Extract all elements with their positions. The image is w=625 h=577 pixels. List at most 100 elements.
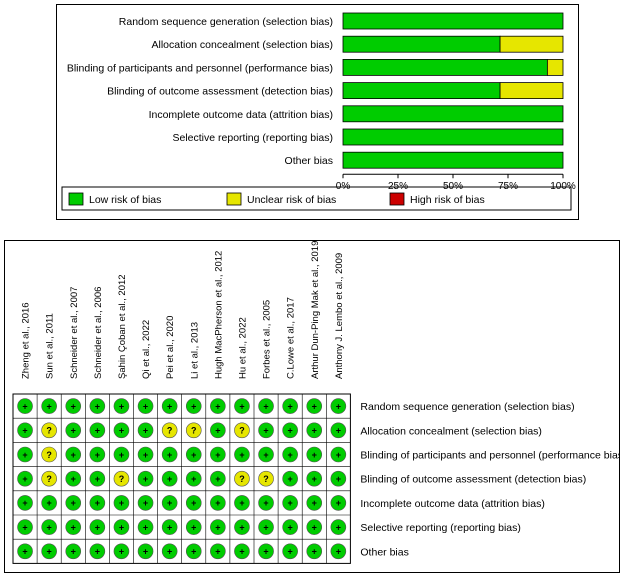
study-label: Zheng et al., 2016	[21, 302, 32, 379]
rating-symbol: +	[22, 498, 27, 508]
risk-of-bias-graph-svg: Random sequence generation (selection bi…	[61, 12, 576, 211]
rating-circle	[258, 470, 274, 487]
rating-circle	[65, 495, 82, 511]
legend: Low risk of bias Unclear risk of bias High…	[61, 186, 572, 211]
rating-symbol: +	[71, 498, 76, 508]
rating-circle	[113, 398, 130, 414]
rating-symbol: +	[167, 547, 172, 557]
rating-symbol: +	[239, 522, 244, 532]
domain-label: Blinding of outcome assessment (detectio…	[360, 474, 586, 486]
rating-circle	[306, 470, 323, 487]
rating-symbol: +	[312, 474, 317, 484]
study-label: Anthony J. Lembo et al., 2009	[334, 253, 345, 379]
rating-circle	[41, 519, 57, 535]
study-label: Qi et al., 2022	[141, 320, 152, 379]
rating-symbol: +	[215, 547, 220, 557]
rating-symbol: +	[167, 474, 172, 484]
rating-symbol: ?	[239, 426, 245, 436]
rating-circle	[137, 543, 154, 560]
rating-circle	[330, 422, 347, 439]
rating-circle	[185, 543, 202, 560]
rating-circle	[210, 495, 226, 511]
category-label: Blinding of outcome assessment (detectio…	[107, 86, 333, 98]
rating-circle	[282, 470, 298, 487]
rating-symbol: +	[71, 401, 76, 411]
rating-circle	[41, 543, 57, 560]
rating-symbol: +	[288, 547, 293, 557]
rating-symbol: +	[95, 426, 100, 436]
rating-circle	[113, 519, 130, 535]
study-label: Schneider et al., 2006	[93, 287, 104, 379]
rating-circle	[282, 495, 298, 511]
rating-circle	[282, 422, 298, 439]
domain-label: Incomplete outcome data (attrition bias)	[360, 498, 544, 510]
rating-symbol: +	[312, 401, 317, 411]
rating-symbol: +	[95, 474, 100, 484]
rating-circle	[17, 519, 33, 535]
rating-circle	[17, 398, 33, 414]
rating-circle	[210, 470, 226, 487]
risk-of-bias-summary: Zheng et al., 2016 Sun et al., 2011 Schnei…	[4, 240, 625, 573]
rating-circle	[89, 398, 106, 414]
legend-label: Low risk of bias	[89, 194, 161, 206]
study-label: Hu et al., 2022	[237, 317, 248, 379]
rating-circle	[234, 422, 250, 439]
rating-symbol: +	[119, 450, 124, 460]
rating-circle	[282, 398, 298, 414]
category-label: Incomplete outcome data (attrition bias)	[149, 109, 333, 121]
category-label: Random sequence generation (selection bi…	[119, 16, 333, 28]
rating-circle	[17, 470, 33, 487]
rating-circle	[161, 495, 178, 511]
rating-symbol: +	[95, 450, 100, 460]
rating-circle	[210, 398, 226, 414]
rating-circle	[41, 470, 57, 487]
domain-label: Selective reporting (reporting bias)	[360, 522, 521, 534]
rating-symbol: +	[288, 450, 293, 460]
rating-symbol: +	[22, 474, 27, 484]
rating-symbol: +	[119, 547, 124, 557]
rating-symbol: +	[312, 547, 317, 557]
rating-circle	[65, 543, 82, 560]
rating-circle	[185, 446, 202, 463]
rating-symbol: +	[22, 426, 27, 436]
rating-symbol: +	[143, 401, 148, 411]
rating-circle	[161, 519, 178, 535]
domain-label: Random sequence generation (selection bi…	[360, 401, 574, 413]
rating-symbol: +	[95, 547, 100, 557]
legend-label: Unclear risk of bias	[247, 194, 336, 206]
rating-circle	[89, 470, 106, 487]
rating-circle	[89, 446, 106, 463]
legend-box	[61, 186, 572, 211]
study-label: Arthur Dun-Ping Mak et al., 2019	[310, 241, 321, 379]
rating-circle	[185, 495, 202, 511]
rating-circle	[161, 422, 178, 439]
legend-swatch	[68, 192, 84, 206]
rating-symbol: +	[336, 474, 341, 484]
bar-segment	[499, 82, 564, 99]
rating-symbol: +	[95, 522, 100, 532]
rating-circle	[161, 543, 178, 560]
rating-symbol: +	[288, 498, 293, 508]
rating-symbol: +	[143, 474, 148, 484]
rating-symbol: +	[336, 450, 341, 460]
rating-circle	[258, 398, 274, 414]
rating-symbol: +	[71, 474, 76, 484]
bar-segment	[499, 35, 564, 53]
rating-symbol: +	[191, 474, 196, 484]
rating-symbol: +	[288, 474, 293, 484]
rating-symbol: +	[239, 450, 244, 460]
rating-symbol: +	[312, 450, 317, 460]
rating-circle	[185, 470, 202, 487]
rating-circle	[17, 495, 33, 511]
rating-symbol: +	[239, 547, 244, 557]
rating-circle	[113, 495, 130, 511]
rating-circle	[113, 543, 130, 560]
rating-circle	[65, 398, 82, 414]
domain-label: Other bias	[360, 546, 408, 558]
bar-segment	[342, 151, 564, 169]
rating-symbol: +	[71, 450, 76, 460]
rating-circle	[234, 519, 250, 535]
rating-symbol: ?	[239, 474, 245, 484]
rating-symbol: ?	[263, 474, 269, 484]
rating-circle	[185, 422, 202, 439]
